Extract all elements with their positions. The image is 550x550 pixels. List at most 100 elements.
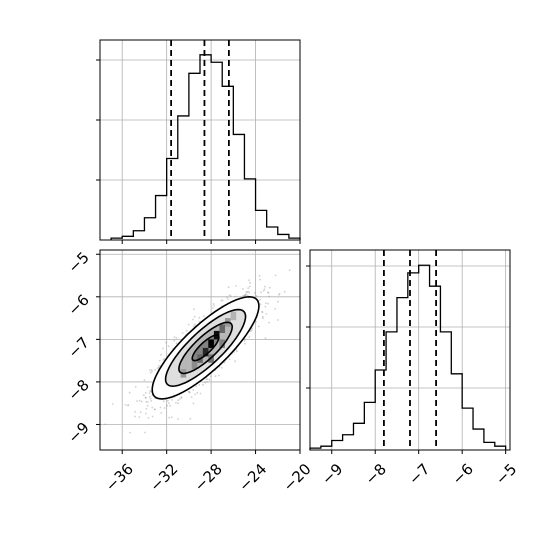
histogram-param-1-panel [96,39,301,244]
scatter-point [142,394,145,396]
scatter-point [228,294,231,296]
scatter-point [277,300,279,303]
panel-frame [99,39,301,241]
scatter-point [261,311,264,314]
scatter-inner [104,269,291,434]
scatter-point [144,392,147,394]
density-cell [219,324,225,333]
y-tick-label: −9 [64,419,92,447]
scatter-point [206,381,209,383]
histogram-param-2-panel: −9 −8 −7 −6 −5 [306,249,520,488]
scatter-point [150,400,153,402]
contour-line [164,308,247,388]
scatter-point [167,345,170,348]
scatter-point [265,302,267,305]
scatter-point [236,350,238,353]
scatter-point [127,404,129,407]
scatter-point [267,302,269,305]
scatter-point [111,403,114,405]
scatter-point [193,323,196,325]
histogram-step-line [309,264,507,450]
scatter-point [209,375,212,378]
scatter-point [153,408,156,411]
density-cell [208,339,214,348]
scatter-point [213,304,215,307]
scatter-point [147,417,150,419]
scatter-point [248,291,251,294]
scatter-point [268,321,270,324]
scatter-point [248,336,251,338]
y-tick-label: −8 [64,376,92,404]
scatter-point [157,366,160,369]
x-tick-label: −5 [492,460,520,488]
x-tick-label: −32 [146,460,181,495]
scatter-point [247,290,250,293]
scatter-point [187,323,190,326]
scatter-point [267,291,269,294]
scatter-point [255,295,258,297]
scatter-point [187,391,190,393]
density-cell [202,347,209,357]
x-tick-label: −28 [191,460,226,495]
scatter-point [145,412,147,415]
scatter-point [177,399,180,402]
scatter-point [258,275,261,277]
scatter-point [192,389,195,391]
scatter-point [150,369,153,371]
scatter-point [127,404,130,406]
scatter-point [259,278,261,281]
scatter-point [162,359,165,361]
scatter-point [151,406,154,409]
scatter-point [104,423,107,426]
scatter-point [246,294,249,297]
scatter-point [177,402,179,405]
scatter-point [148,395,151,398]
scatter-point [168,416,171,419]
scatter-point [190,396,193,398]
scatter-point [202,383,204,386]
scatter-point [274,274,277,277]
scatter-point [244,293,247,296]
scatter-point [283,290,286,293]
x-tick-label: −24 [235,460,270,495]
histogram-step-line [110,54,301,240]
x-tick-label: −7 [405,460,433,488]
scatter-point [245,291,248,293]
scatter-point [175,337,178,339]
scatter-point [278,292,281,295]
scatter-point [162,347,164,350]
x-tick-label: −9 [318,460,346,488]
scatter-point [227,298,229,300]
scatter-point [163,407,166,409]
scatter-point [264,305,267,308]
scatter-point [189,417,192,420]
scatter-point [166,404,169,407]
scatter-point [180,396,183,399]
scatter-point [188,390,191,393]
scatter-point [193,315,196,318]
scatter-point [249,330,252,333]
scatter-point [248,285,251,288]
scatter-point [149,369,151,371]
scatter-point [214,375,217,378]
scatter-point [264,337,267,340]
scatter-point [234,295,237,298]
scatter-point [180,396,183,399]
scatter-point [244,342,247,345]
x-tick-label: −8 [362,460,390,488]
scatter-point [261,310,263,313]
scatter-point [167,399,169,402]
scatter-point [205,378,208,381]
scatter-point [259,303,262,306]
scatter-point [220,366,223,369]
scatter-point [229,295,232,297]
scatter-point [179,398,181,400]
scatter-point [151,370,153,373]
scatter-point [129,431,132,434]
scatter-point [204,382,207,384]
scatter-point [156,367,159,370]
scatter-point [173,336,176,338]
scatter-point [159,406,162,409]
scatter-point [244,294,247,297]
